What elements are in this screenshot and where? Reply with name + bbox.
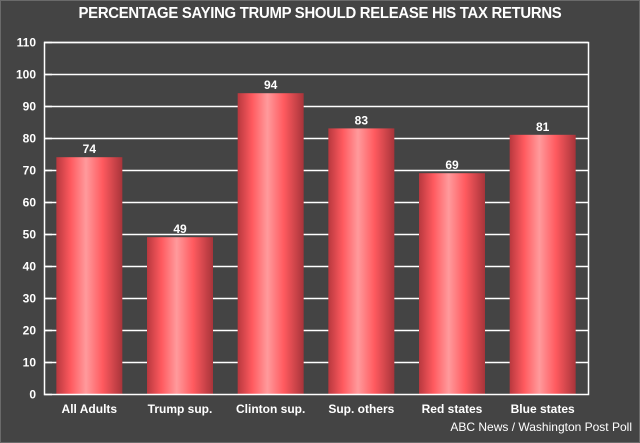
x-tick-label: Trump sup. — [148, 402, 213, 416]
bar-clinton-sup — [237, 93, 304, 394]
chart-title: PERCENTAGE SAYING TRUMP SHOULD RELEASE H… — [78, 5, 562, 22]
data-label: 74 — [83, 142, 97, 156]
y-tick-label: 70 — [23, 164, 37, 178]
y-tick-label: 30 — [23, 292, 37, 306]
bar-trump-sup — [147, 237, 213, 394]
y-tick-label: 80 — [23, 132, 37, 146]
axes — [43, 41, 590, 396]
labels: 0 10 20 30 40 50 60 70 80 90 100 110 74 All Adults 49 T… — [16, 36, 575, 417]
data-label: 69 — [445, 158, 459, 172]
bar-all-adults — [56, 157, 123, 394]
x-tick-label: Red states — [422, 402, 483, 416]
x-tick-label: Blue states — [511, 402, 575, 416]
data-label: 81 — [536, 120, 550, 134]
y-tick-label: 90 — [23, 100, 37, 114]
bar-red-states — [419, 173, 485, 394]
x-tick-label: Sup. others — [328, 402, 394, 416]
source-note: ABC News / Washington Post Poll — [450, 420, 632, 434]
y-tick-label: 110 — [17, 36, 37, 50]
y-tick-label: 60 — [23, 196, 37, 210]
x-tick-label: Clinton sup. — [236, 402, 305, 416]
bar-blue-states — [509, 134, 576, 395]
data-label: 94 — [264, 78, 278, 92]
y-tick-label: 40 — [23, 260, 37, 274]
data-label: 83 — [355, 113, 369, 127]
y-tick-label: 10 — [23, 356, 37, 370]
gridlines — [44, 41, 588, 364]
y-tick-label: 100 — [16, 68, 36, 82]
x-tick-label: All Adults — [62, 402, 118, 416]
y-tick-label: 0 — [29, 388, 36, 402]
y-tick-label: 50 — [23, 228, 37, 242]
bars — [56, 93, 576, 395]
y-tick-label: 20 — [23, 324, 37, 338]
plot-border — [43, 41, 590, 396]
bar-sup-others — [328, 128, 395, 394]
data-label: 49 — [173, 222, 187, 236]
